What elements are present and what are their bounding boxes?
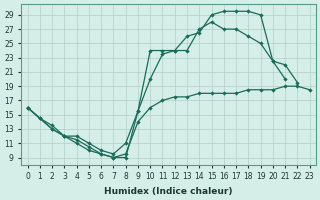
X-axis label: Humidex (Indice chaleur): Humidex (Indice chaleur) [104,187,233,196]
